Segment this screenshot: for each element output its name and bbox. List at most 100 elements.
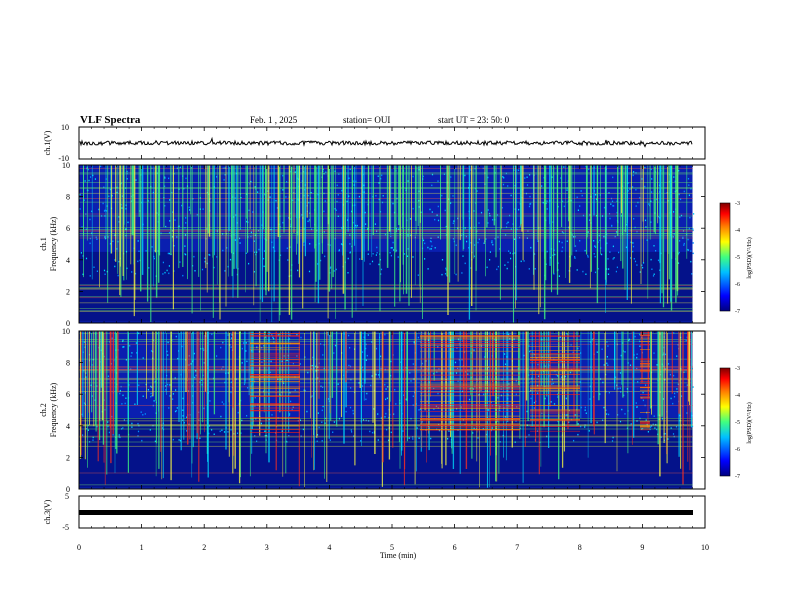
- spectrogram-cell: [530, 397, 532, 400]
- spectrogram-cell: [174, 219, 176, 221]
- spectrogram-cell: [650, 258, 652, 261]
- spectrogram-cell: [417, 336, 419, 339]
- spectrogram-cell: [83, 402, 86, 404]
- spectrogram-cell: [641, 178, 643, 180]
- spectrogram-cell: [530, 202, 532, 205]
- spectrogram-cell: [340, 243, 343, 245]
- spectrogram-cell: [480, 345, 483, 347]
- spectrogram-cell: [386, 397, 388, 399]
- spectrogram-cell: [601, 253, 603, 256]
- spectrogram-cell: [150, 350, 153, 352]
- ch2-colorbar: -3 -4 -5 -6 -7 log(PSD)(V²/Hz): [719, 366, 753, 480]
- spectrogram-cell: [245, 252, 247, 254]
- spectrogram-cell: [192, 198, 194, 200]
- spectrogram-cell: [609, 217, 611, 220]
- spectrogram-cell: [182, 397, 184, 400]
- spectrogram-cell: [584, 409, 586, 411]
- spectrogram-cell: [352, 409, 354, 412]
- spectrogram-cell: [123, 419, 125, 421]
- spectrogram-cell: [250, 231, 252, 234]
- spectrogram-cell: [281, 430, 283, 432]
- spectrogram-cell: [82, 255, 84, 257]
- spectrogram-cell: [280, 378, 282, 381]
- spectrogram-cell: [100, 165, 102, 168]
- spectrogram-cell: [453, 220, 455, 222]
- spectrogram-cell: [189, 209, 191, 211]
- spectrogram-cell: [137, 240, 139, 242]
- spectrogram-cell: [409, 218, 412, 220]
- spectrogram-cell: [162, 273, 164, 275]
- spectrogram-cell: [639, 333, 641, 336]
- spectrogram-cell: [330, 266, 332, 268]
- spectrogram-cell: [390, 360, 392, 363]
- spectrogram-cell: [299, 419, 301, 421]
- spectrogram-cell: [335, 209, 337, 211]
- spectrogram-cell: [533, 401, 535, 404]
- spectrogram-cell: [194, 376, 196, 379]
- spectrogram-cell: [272, 336, 274, 339]
- spectrogram-cell: [290, 225, 292, 228]
- spectrogram-cell: [89, 237, 91, 240]
- spectrogram-cell: [188, 423, 190, 426]
- spectrogram-cell: [566, 189, 568, 191]
- spectrogram-cell: [580, 190, 582, 192]
- spectrogram-cell: [308, 201, 310, 204]
- spectrogram-cell: [470, 377, 472, 379]
- ch1-ytick-bottom: -10: [58, 154, 69, 163]
- spectrogram-cell: [162, 261, 164, 264]
- spectrogram-cell: [410, 234, 412, 237]
- spectrogram-cell: [390, 254, 392, 257]
- spectrogram-cell: [468, 247, 470, 249]
- spectrogram-cell: [395, 403, 397, 405]
- spectrogram-cell: [572, 351, 574, 354]
- spectrogram-cell: [407, 180, 409, 182]
- spectrogram-cell: [537, 375, 540, 377]
- spectrogram-cell: [150, 395, 152, 398]
- spectrogram-cell: [92, 174, 94, 177]
- spectrogram-cell: [321, 421, 323, 423]
- spectrogram-cell: [574, 257, 576, 259]
- spectrogram-cell: [644, 167, 646, 169]
- spectrogram-cell: [336, 200, 338, 203]
- spectrogram-cell: [83, 341, 85, 343]
- spectrogram-cell: [211, 333, 213, 336]
- spectrogram-cell: [615, 270, 617, 273]
- spectrogram-cell: [499, 409, 501, 412]
- spectrogram-cell: [528, 434, 530, 436]
- spectrogram-cell: [154, 380, 156, 383]
- spectrogram-cell: [526, 176, 528, 178]
- spectrogram-cell: [184, 234, 187, 236]
- spectrogram-cell: [142, 357, 144, 359]
- ch3-waveform-trace: [79, 510, 693, 515]
- spectrogram-cell: [348, 364, 350, 367]
- spectrogram-cell: [595, 198, 598, 200]
- spectrogram-cell: [496, 268, 498, 271]
- spectrogram-cell: [692, 228, 694, 230]
- spectrogram-cell: [509, 252, 511, 254]
- spectrogram-cell: [369, 263, 371, 265]
- spectrogram-cell: [603, 406, 605, 409]
- spectrogram-cell: [297, 269, 299, 272]
- spectrogram-cell: [196, 213, 198, 216]
- spectrogram-cell: [634, 260, 637, 263]
- spectrogram-cell: [349, 406, 352, 409]
- spectrogram-cell: [299, 363, 301, 365]
- spectrogram-cell: [104, 209, 106, 212]
- spectrogram-cell: [646, 239, 648, 241]
- spectrogram-cell: [114, 259, 116, 261]
- ch1-spectrogram: [79, 165, 695, 323]
- spectrogram-cell: [245, 342, 247, 344]
- spectrogram-cell: [473, 255, 475, 258]
- spectrogram-cell: [390, 431, 392, 434]
- spectrogram-cell: [504, 416, 506, 418]
- spectrogram-cell: [262, 257, 265, 260]
- spectrogram-cell: [662, 398, 664, 400]
- spectrogram-cell: [195, 370, 197, 372]
- spectrogram-cell: [620, 354, 622, 357]
- spectrogram-cell: [633, 171, 635, 173]
- spectrogram-cell: [566, 332, 568, 335]
- spectrogram-cell: [546, 250, 548, 253]
- spectrogram-cell: [485, 433, 488, 436]
- spectrogram-cell: [473, 349, 475, 351]
- spectrogram-cell: [384, 416, 386, 418]
